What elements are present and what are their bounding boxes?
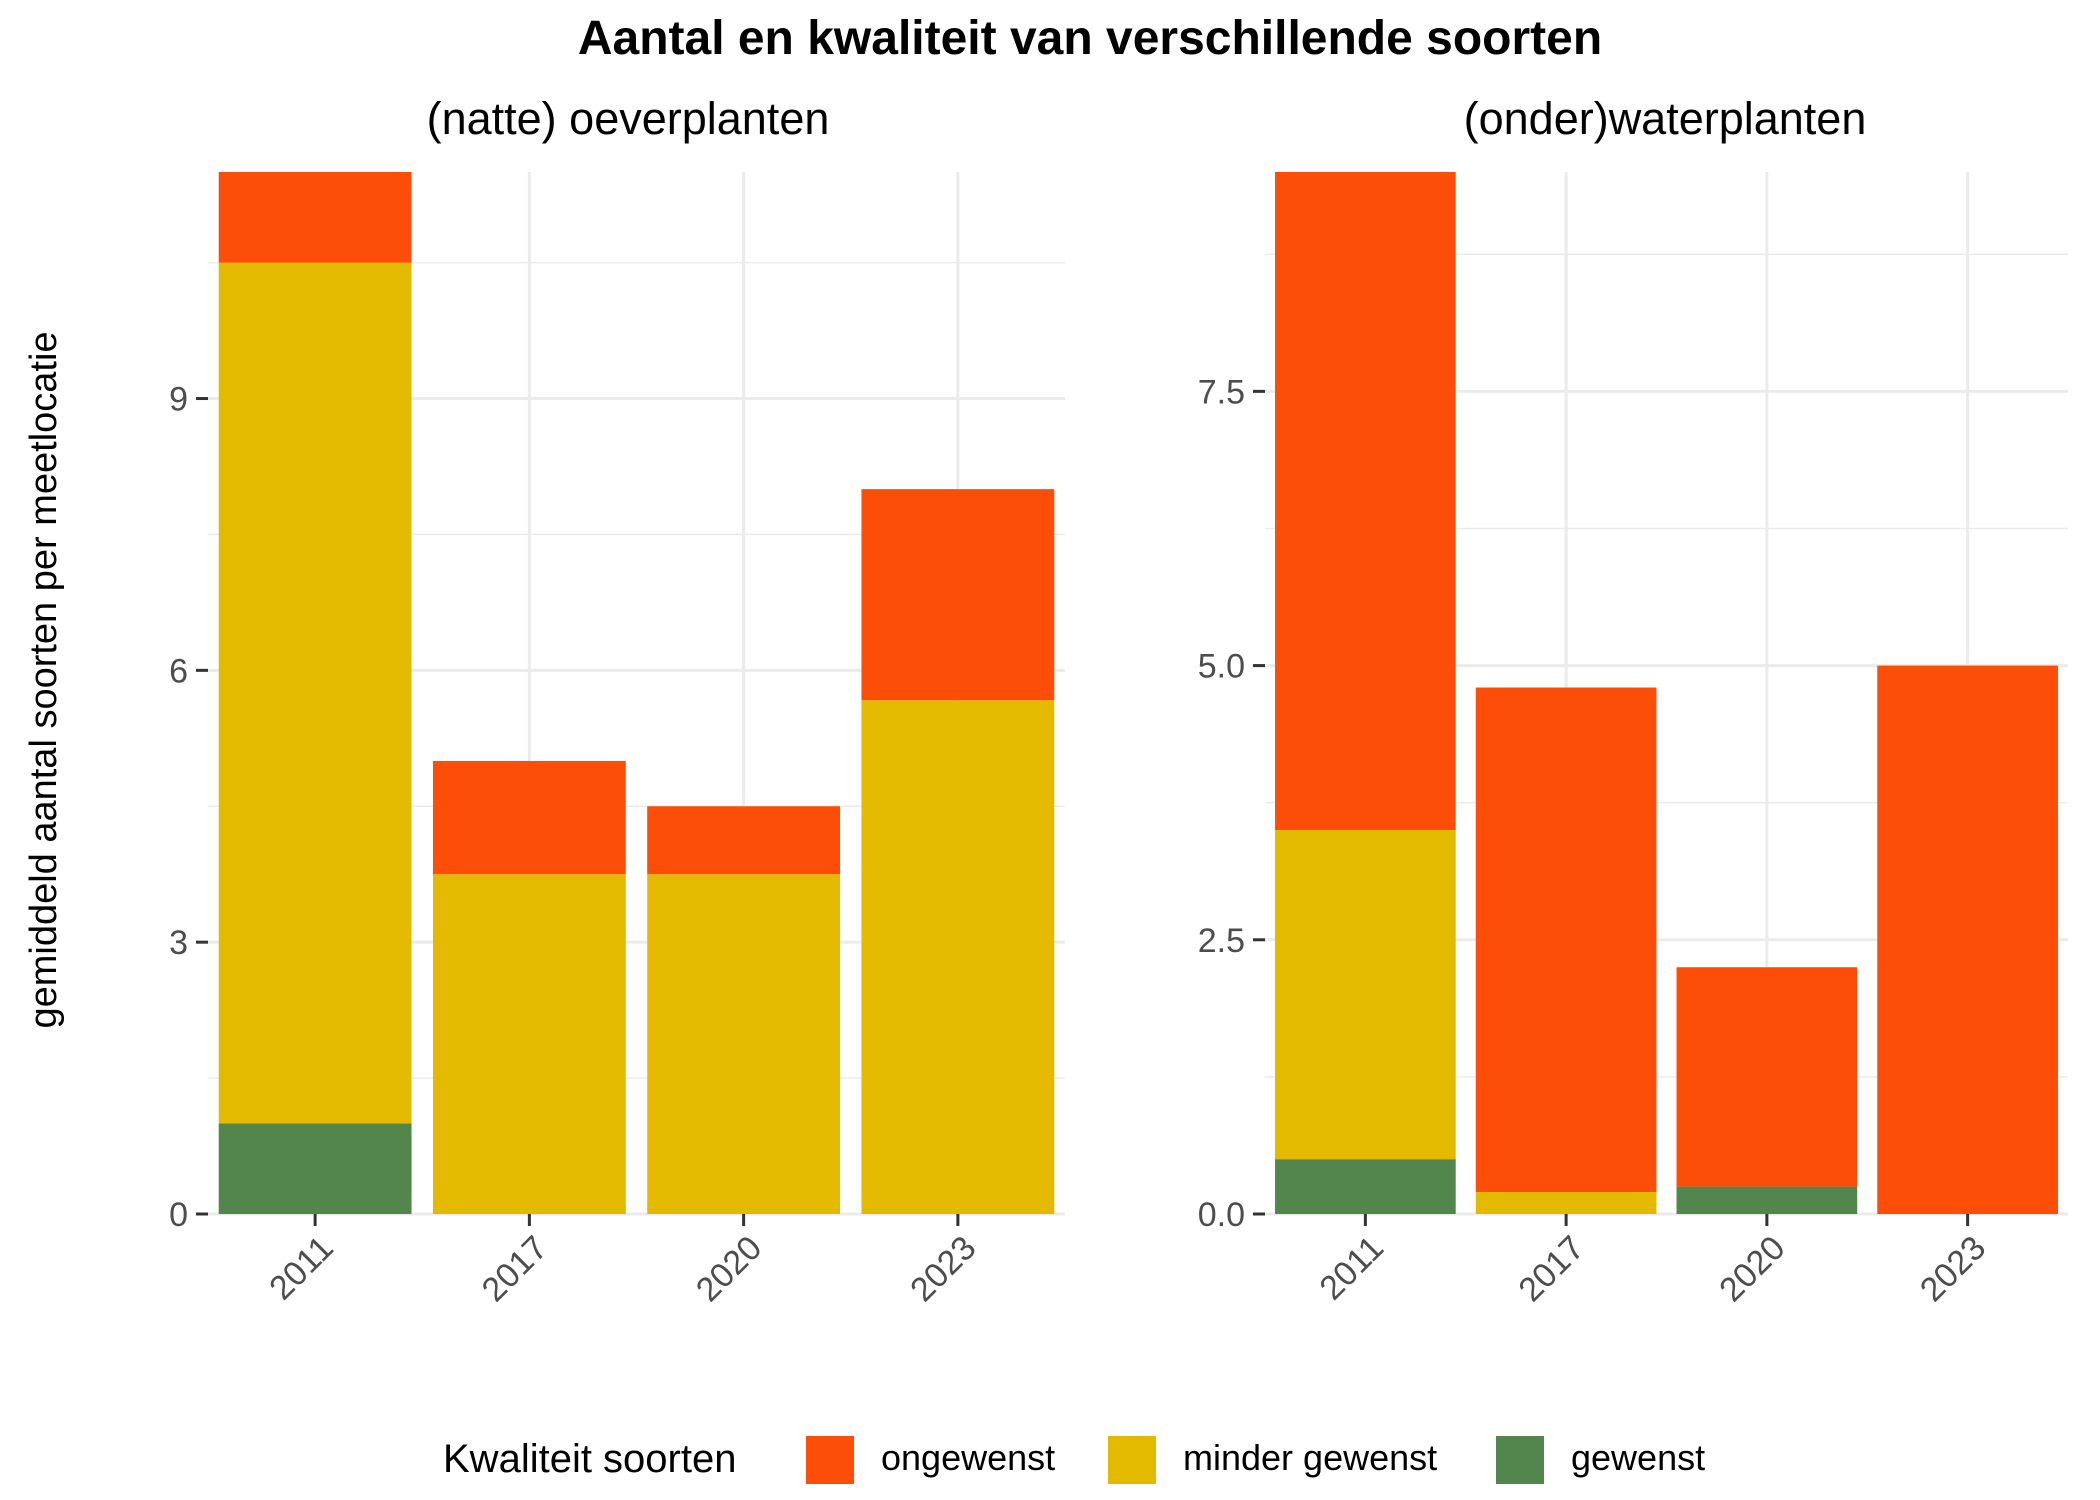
- legend-title: Kwaliteit soorten: [443, 1437, 736, 1481]
- legend-swatch-minder-gewenst: [1108, 1436, 1156, 1484]
- legend-swatch-gewenst: [1496, 1436, 1544, 1484]
- legend: Kwaliteit soorten ongewenst minder gewen…: [443, 1436, 1705, 1484]
- y-tick-label: 0: [169, 1196, 188, 1234]
- y-tick-label: 7.5: [1198, 373, 1245, 411]
- facet-title-oeverplanten: (natte) oeverplanten: [427, 93, 830, 144]
- panel-oeverplanten: 0 3 6 9 2011 2017 2020 2023: [169, 172, 1065, 1309]
- y-tick-label: 5.0: [1198, 648, 1245, 686]
- bar-ongewenst-2020: [1676, 967, 1858, 1187]
- bar-gewenst-2011: [218, 1123, 412, 1214]
- facet-title-waterplanten: (onder)waterplanten: [1464, 93, 1867, 144]
- x-tick-label: 2023: [1913, 1229, 1993, 1309]
- y-axis-label: gemiddeld aantal soorten per meetlocatie: [23, 331, 65, 1028]
- bar-ongewenst-2011: [218, 172, 412, 263]
- x-tick-label: 2023: [903, 1229, 983, 1309]
- x-tick-label: 2020: [689, 1229, 769, 1309]
- x-tick-label: 2017: [1511, 1229, 1591, 1309]
- legend-label-minder-gewenst: minder gewenst: [1183, 1437, 1437, 1478]
- bar-minder-gewenst-2011: [218, 262, 412, 1124]
- bar-minder-gewenst-2011: [1275, 830, 1456, 1160]
- legend-label-gewenst: gewenst: [1571, 1437, 1705, 1478]
- y-tick-label: 9: [169, 381, 188, 419]
- x-tick-label: 2011: [262, 1229, 341, 1308]
- bar-ongewenst-2017: [432, 760, 626, 875]
- y-tick-label: 3: [169, 924, 188, 962]
- bar-gewenst-2011: [1275, 1159, 1456, 1214]
- bar-ongewenst-2011: [1275, 172, 1456, 831]
- y-tick-label: 0.0: [1198, 1196, 1245, 1234]
- legend-swatch-ongewenst: [806, 1436, 854, 1484]
- chart-title: Aantal en kwaliteit van verschillende so…: [578, 12, 1602, 65]
- x-tick-label: 2011: [1312, 1229, 1391, 1308]
- bar-ongewenst-2023: [1877, 665, 2058, 1214]
- bar-minder-gewenst-2020: [647, 874, 841, 1214]
- bar-minder-gewenst-2023: [861, 700, 1055, 1214]
- bar-ongewenst-2023: [861, 489, 1055, 701]
- y-tick-label: 6: [169, 652, 188, 690]
- legend-label-ongewenst: ongewenst: [881, 1437, 1055, 1478]
- panel-waterplanten: 0.0 2.5 5.0 7.5 2011 2017 2020 2023: [1198, 172, 2068, 1309]
- bar-minder-gewenst-2017: [432, 874, 626, 1214]
- bar-minder-gewenst-2017: [1475, 1192, 1657, 1214]
- x-tick-label: 2017: [475, 1229, 555, 1309]
- bar-ongewenst-2017: [1475, 687, 1657, 1193]
- bar-gewenst-2020: [1676, 1186, 1858, 1214]
- bar-ongewenst-2020: [647, 806, 841, 875]
- y-tick-label: 2.5: [1198, 922, 1245, 960]
- x-tick-label: 2020: [1712, 1229, 1792, 1309]
